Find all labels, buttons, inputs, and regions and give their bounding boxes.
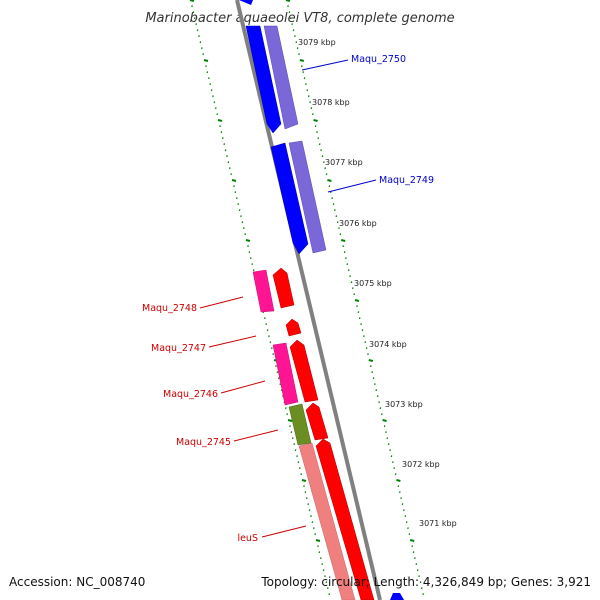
kbp-label: 3073 kbp (385, 400, 423, 409)
gene-labels: Maqu_2750 Maqu_2749 Maqu_2748 Maqu_2747 … (142, 54, 434, 544)
scale-tick (340, 239, 346, 242)
kbp-label: 3078 kbp (312, 98, 350, 107)
scale-tick (287, 419, 293, 422)
scale-tick (299, 59, 305, 62)
leus-cds[interactable] (315, 438, 375, 600)
maqu-2747-cds[interactable] (285, 318, 302, 337)
maqu-2746-cds[interactable] (289, 339, 319, 403)
scale-tick (245, 239, 251, 242)
scale-tick (396, 479, 401, 482)
scale-tick (301, 479, 307, 482)
leus-gene[interactable] (298, 442, 356, 600)
scale-tick (189, 0, 195, 2)
maqu-2749-gene[interactable] (288, 140, 327, 254)
maqu-2745-cds[interactable] (305, 402, 329, 441)
maqu-2750-gene[interactable] (263, 25, 299, 130)
scale-tick (382, 419, 387, 422)
gene-label-maqu-2748[interactable]: Maqu_2748 (142, 303, 197, 314)
maqu-2749-cds[interactable] (270, 142, 309, 255)
maqu-2750-cds[interactable] (245, 25, 282, 134)
map-title: Marinobacter aquaeolei VT8, complete gen… (145, 11, 454, 26)
scale-tick (231, 179, 237, 182)
genome-summary-text: Topology: circular; Length: 4,326,849 bp… (261, 575, 591, 589)
kbp-scale-labels: 3079 kbp 3078 kbp 3077 kbp 3076 kbp 3075… (298, 38, 457, 528)
gene-label-maqu-2747[interactable]: Maqu_2747 (151, 343, 206, 354)
scale-tick (217, 119, 223, 122)
gene-label-maqu-2745[interactable]: Maqu_2745 (176, 437, 231, 448)
gene-label-leus[interactable]: leuS (237, 533, 258, 544)
next-cds-bottom (390, 593, 404, 600)
scale-tick (315, 539, 321, 542)
maqu-2748-cds[interactable] (272, 267, 295, 309)
kbp-label: 3076 kbp (339, 219, 377, 228)
scale-tick (354, 299, 360, 302)
scale-tick (368, 359, 374, 362)
kbp-label: 3079 kbp (298, 38, 336, 47)
scale-tick (409, 539, 415, 542)
kbp-label: 3075 kbp (354, 279, 392, 288)
scale-tick (327, 179, 332, 182)
prev-cds-top (239, 0, 253, 5)
kbp-label: 3077 kbp (325, 158, 363, 167)
scale-tick (285, 0, 291, 2)
maqu-2748-gene[interactable] (252, 269, 275, 313)
genome-backbone (235, 0, 382, 600)
gene-label-maqu-2749[interactable]: Maqu_2749 (379, 175, 434, 186)
scale-tick (313, 119, 318, 122)
maqu-2746-gene[interactable] (272, 342, 299, 406)
reverse-features (252, 267, 375, 600)
kbp-label: 3071 kbp (419, 519, 457, 528)
gene-label-maqu-2750[interactable]: Maqu_2750 (351, 54, 406, 65)
scale-tick (203, 59, 209, 62)
accession-text: Accession: NC_008740 (9, 575, 146, 589)
outer-tick-ring (285, 0, 424, 596)
kbp-label: 3072 kbp (402, 460, 440, 469)
forward-features (239, 0, 404, 600)
kbp-label: 3074 kbp (369, 340, 407, 349)
gene-label-maqu-2746[interactable]: Maqu_2746 (163, 389, 218, 400)
